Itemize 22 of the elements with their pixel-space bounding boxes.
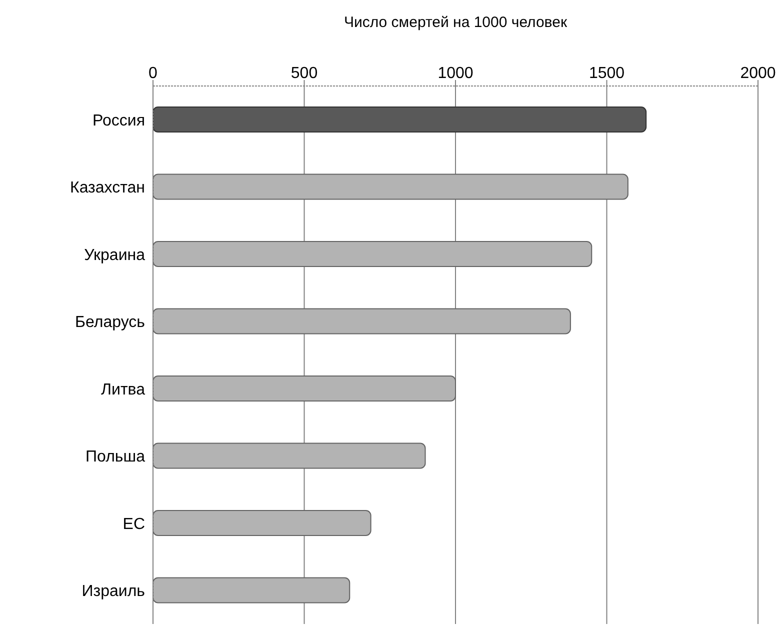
x-tick-label: 1000 — [438, 65, 474, 82]
x-tick-label: 1500 — [588, 65, 625, 82]
chart-title: Число смертей на 1000 человек — [342, 13, 568, 33]
y-tick-label: Польша — [86, 448, 146, 466]
y-tick-label: Литва — [101, 381, 146, 398]
bar — [153, 241, 592, 267]
x-tick-label: 0 — [148, 65, 158, 82]
bar — [153, 376, 456, 402]
bar — [153, 106, 647, 132]
x-tick-label: 2000 — [740, 65, 776, 82]
y-tick-label: Казахстан — [70, 180, 145, 197]
bar — [153, 510, 372, 536]
bar — [153, 577, 350, 604]
y-tick-label: Украина — [84, 246, 146, 264]
bar — [153, 442, 426, 469]
y-tick-label: Беларусь — [75, 314, 145, 332]
y-tick-label: Израиль — [82, 583, 145, 600]
y-tick-label: ЕС — [122, 516, 145, 533]
y-tick-label: Россия — [92, 112, 145, 130]
bar — [153, 308, 571, 334]
x-tick-label: 500 — [290, 65, 318, 82]
bar — [153, 174, 628, 200]
